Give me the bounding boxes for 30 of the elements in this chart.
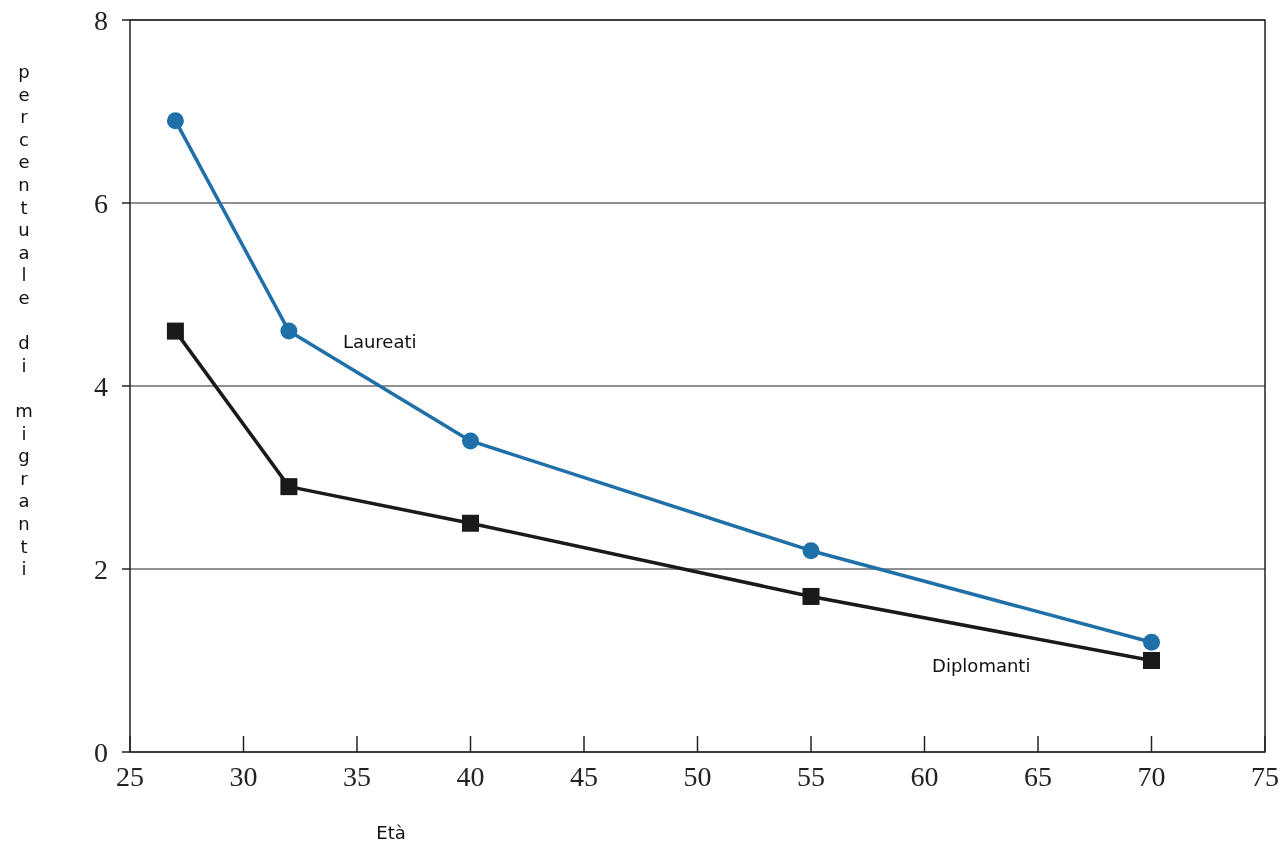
x-tick-label: 55 (797, 761, 825, 792)
x-tick-label: 40 (456, 761, 485, 792)
y-tick-label: 4 (94, 370, 108, 402)
y-tick-label: 0 (94, 736, 108, 768)
x-tick-label: 45 (570, 761, 598, 792)
x-tick-label: 75 (1251, 761, 1279, 792)
y-tick-label: 6 (94, 187, 108, 219)
y-tick-label: 8 (94, 4, 108, 36)
x-tick-label: 60 (910, 761, 939, 792)
point (166, 112, 184, 130)
y-tick-label: 2 (94, 553, 108, 585)
point (280, 322, 298, 340)
x-tick-label: 65 (1024, 761, 1052, 792)
x-tick-label: 70 (1137, 761, 1166, 792)
point (1143, 633, 1160, 651)
x-tick-label: 50 (683, 761, 712, 792)
point (462, 432, 479, 450)
x-axis-title: Età (376, 822, 406, 843)
x-tick-label: 35 (343, 761, 371, 792)
text: percentuale di migranti (15, 61, 33, 580)
x-tick-label: 25 (116, 761, 144, 792)
point (280, 478, 298, 496)
point (802, 587, 820, 605)
point (462, 514, 479, 532)
point (802, 542, 820, 560)
series-label: Laureati (342, 331, 417, 352)
point (1143, 652, 1160, 669)
series-label: Diplomanti (932, 655, 1031, 677)
x-tick-label: 30 (229, 761, 258, 792)
point (166, 322, 184, 340)
